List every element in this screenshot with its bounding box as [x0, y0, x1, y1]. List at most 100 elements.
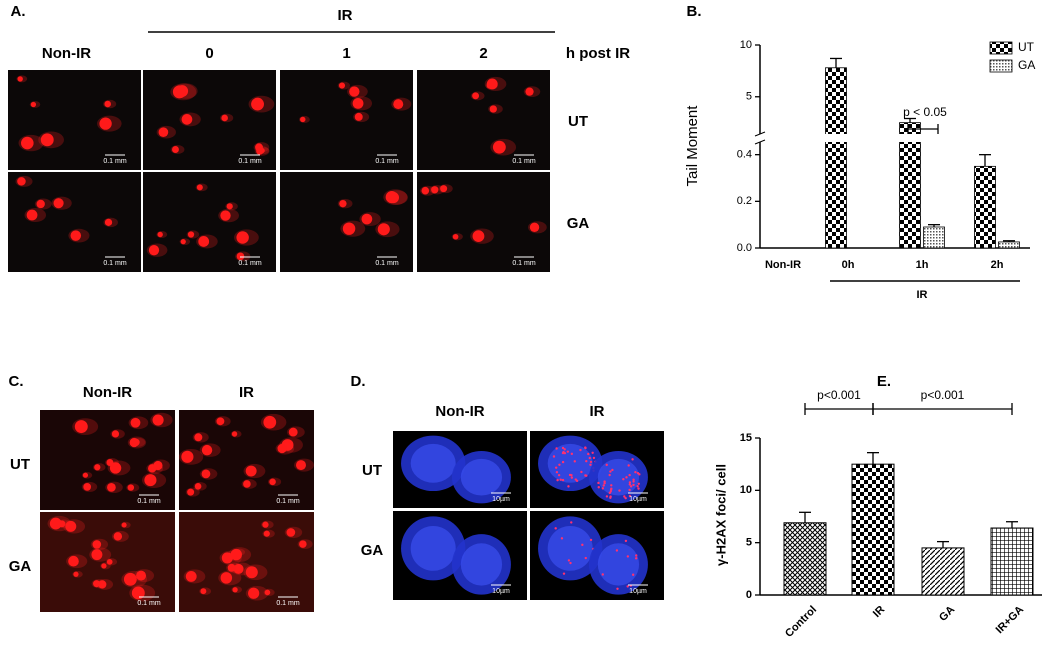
focus: [569, 561, 572, 565]
nucleus-core: [460, 543, 503, 586]
micrograph: [8, 172, 141, 272]
annotation: p<0.001: [817, 388, 861, 402]
focus: [554, 466, 558, 469]
row-label: UT: [10, 456, 30, 473]
panel-label: D.: [351, 373, 366, 390]
comet-head: [93, 580, 101, 588]
column-header: 0: [205, 45, 213, 62]
focus: [555, 471, 559, 474]
comet-head: [286, 528, 296, 537]
focus: [623, 495, 626, 498]
scale-bar-label: 0.1 mm: [103, 158, 127, 165]
y-tick-label: 0.4: [737, 149, 752, 161]
comet-head: [349, 86, 360, 97]
focus: [591, 451, 594, 454]
nucleus-core: [597, 543, 640, 586]
comet-head: [489, 105, 497, 113]
focus: [584, 446, 587, 449]
nucleus-core: [410, 443, 456, 483]
comet-head: [472, 230, 485, 243]
focus: [562, 572, 566, 575]
column-header: IR: [590, 403, 605, 420]
comet-head: [113, 532, 123, 541]
bar: [921, 547, 965, 596]
focus: [602, 484, 605, 487]
comet-head: [99, 117, 112, 130]
scale-bar-label: 0.1 mm: [137, 498, 161, 505]
focus: [625, 476, 628, 479]
scale-bar-label: 0.1 mm: [137, 600, 161, 607]
comet-head: [152, 414, 164, 426]
focus: [634, 470, 637, 474]
comet-head: [529, 222, 540, 233]
focus: [589, 463, 592, 467]
y-tick-label: 15: [740, 432, 752, 444]
focus: [597, 481, 600, 485]
focus: [566, 450, 570, 453]
focus: [608, 473, 611, 477]
comet-head: [226, 203, 233, 210]
row-label: UT: [568, 113, 588, 130]
comet-head: [91, 549, 103, 561]
comet-head: [136, 570, 147, 581]
scale-bar-label: 10µm: [629, 496, 647, 503]
y-tick-label: 5: [746, 91, 752, 103]
focus: [557, 473, 561, 477]
comet-head: [21, 136, 34, 150]
focus: [601, 573, 604, 576]
scale-bar-label: 0.1 mm: [375, 158, 399, 165]
comet-head: [180, 239, 186, 245]
comet-head: [92, 540, 102, 549]
focus: [560, 537, 564, 540]
comet-head: [393, 99, 404, 110]
comet-head: [104, 218, 113, 226]
comet-head: [82, 472, 89, 478]
comet-head: [295, 460, 306, 471]
comet-head: [263, 530, 270, 537]
focus: [563, 451, 567, 455]
scale-bar-label: 10µm: [492, 588, 510, 595]
focus: [585, 459, 588, 463]
comet-head: [104, 100, 111, 108]
comet-head: [101, 563, 107, 569]
x-tick-label: 2h: [991, 259, 1004, 271]
comet-head: [221, 552, 233, 564]
focus: [611, 468, 614, 472]
focus: [589, 460, 593, 464]
comet-head: [181, 114, 193, 125]
micrograph: [143, 70, 276, 170]
focus: [561, 446, 565, 450]
nucleus-core: [547, 443, 593, 483]
focus: [632, 478, 635, 481]
focus: [610, 484, 613, 487]
comet-head: [196, 184, 203, 191]
focus: [622, 478, 625, 481]
micrograph: [280, 172, 413, 272]
group-label: IR: [338, 7, 353, 24]
panel-label: B.: [687, 3, 702, 20]
row-label: GA: [361, 542, 384, 559]
column-header: Non-IR: [42, 45, 91, 62]
annotation: p<0.001: [921, 388, 965, 402]
comet-head: [472, 92, 480, 100]
comet-head: [172, 146, 179, 153]
comet-head: [377, 223, 390, 236]
focus: [628, 481, 632, 484]
group-label: IR: [917, 289, 928, 301]
comet-head: [109, 462, 122, 474]
break-mark: [754, 131, 766, 137]
comet-head: [262, 521, 269, 528]
scale-bar-label: 0.1 mm: [238, 260, 262, 267]
comet-head: [17, 177, 26, 186]
focus: [628, 488, 631, 492]
focus: [567, 559, 571, 562]
bar: [974, 165, 996, 249]
scale-bar-label: 0.1 mm: [512, 158, 536, 165]
focus: [561, 451, 565, 455]
comet-head: [245, 465, 257, 477]
comet-head: [338, 82, 346, 89]
focus: [624, 539, 628, 543]
focus: [616, 587, 619, 590]
bar: [998, 241, 1020, 249]
